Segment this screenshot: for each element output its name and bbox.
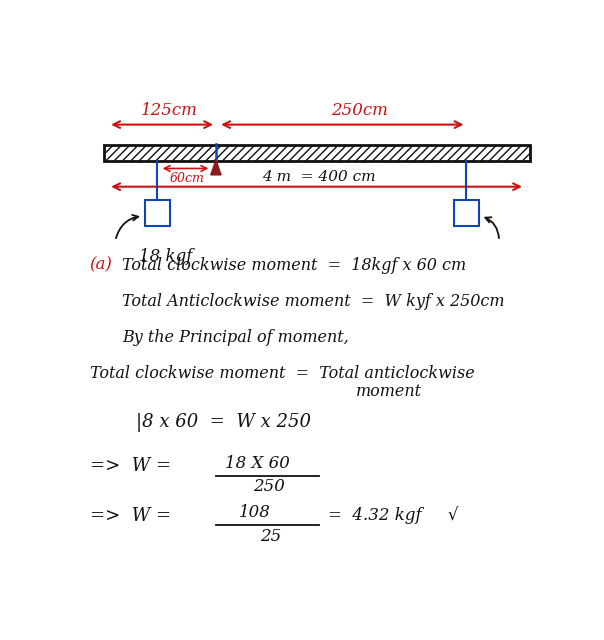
Text: =  4.32 kgf     √: = 4.32 kgf √ — [329, 506, 459, 524]
Text: 250: 250 — [254, 479, 285, 495]
Text: 4 m  = 400 cm: 4 m = 400 cm — [262, 170, 376, 184]
Text: 125cm: 125cm — [141, 102, 198, 118]
Text: 250cm: 250cm — [332, 102, 388, 118]
Text: Total Anticlockwise moment  =  W kyf x 250cm: Total Anticlockwise moment = W kyf x 250… — [122, 292, 505, 310]
Text: 25: 25 — [260, 528, 281, 545]
Bar — [145, 200, 170, 226]
Text: Total clockwise moment  =  18kgf x 60 cm: Total clockwise moment = 18kgf x 60 cm — [122, 257, 466, 274]
Polygon shape — [211, 160, 221, 175]
Text: Total clockwise moment  =  Total anticlockwise: Total clockwise moment = Total anticlock… — [89, 365, 474, 381]
Text: =>  W =: => W = — [89, 457, 171, 476]
Text: |8 x 60  =  W x 250: |8 x 60 = W x 250 — [137, 413, 311, 432]
Text: 60cm: 60cm — [169, 172, 204, 186]
Text: 108: 108 — [239, 504, 271, 521]
Text: W: W — [458, 205, 475, 222]
Bar — [454, 200, 478, 226]
Text: 18 X 60: 18 X 60 — [225, 455, 290, 472]
Text: =>  W =: => W = — [89, 506, 171, 525]
Bar — [104, 145, 530, 161]
Text: 18 kgf: 18 kgf — [139, 248, 192, 266]
Text: (a): (a) — [89, 257, 112, 274]
Text: moment: moment — [356, 383, 422, 401]
Text: By the Principal of moment,: By the Principal of moment, — [122, 328, 349, 346]
